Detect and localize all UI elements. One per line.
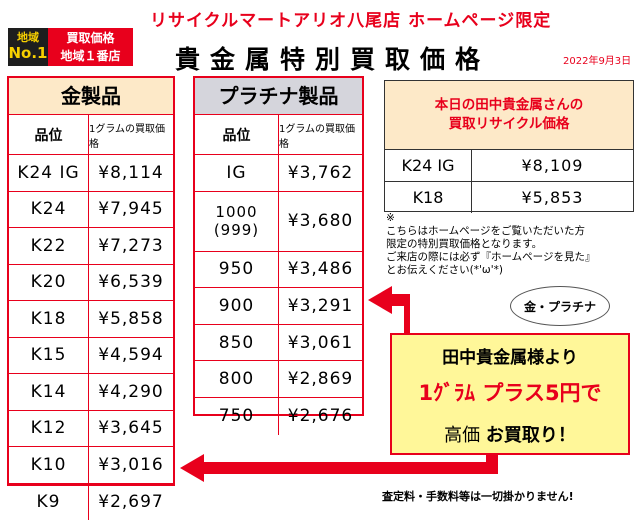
promo-line1: 田中貴金属様より bbox=[392, 343, 628, 368]
promo-line3-a: 高価 bbox=[444, 425, 480, 446]
promo-line3-b: お買取り！ bbox=[486, 425, 576, 446]
promo-box: 田中貴金属様より 1ｸﾞﾗﾑ プラス5円で 高価 お買取り！ bbox=[390, 333, 630, 455]
arrow-to-platinum-icon bbox=[368, 286, 410, 334]
promo-line3: 高価 お買取り！ bbox=[392, 421, 628, 447]
speech-bubble: 金・プラチナ bbox=[510, 286, 610, 326]
footer-text: 査定料・手数料等は一切掛かりません! bbox=[382, 488, 574, 504]
promo-line2: 1ｸﾞﾗﾑ プラス5円で bbox=[392, 377, 628, 407]
